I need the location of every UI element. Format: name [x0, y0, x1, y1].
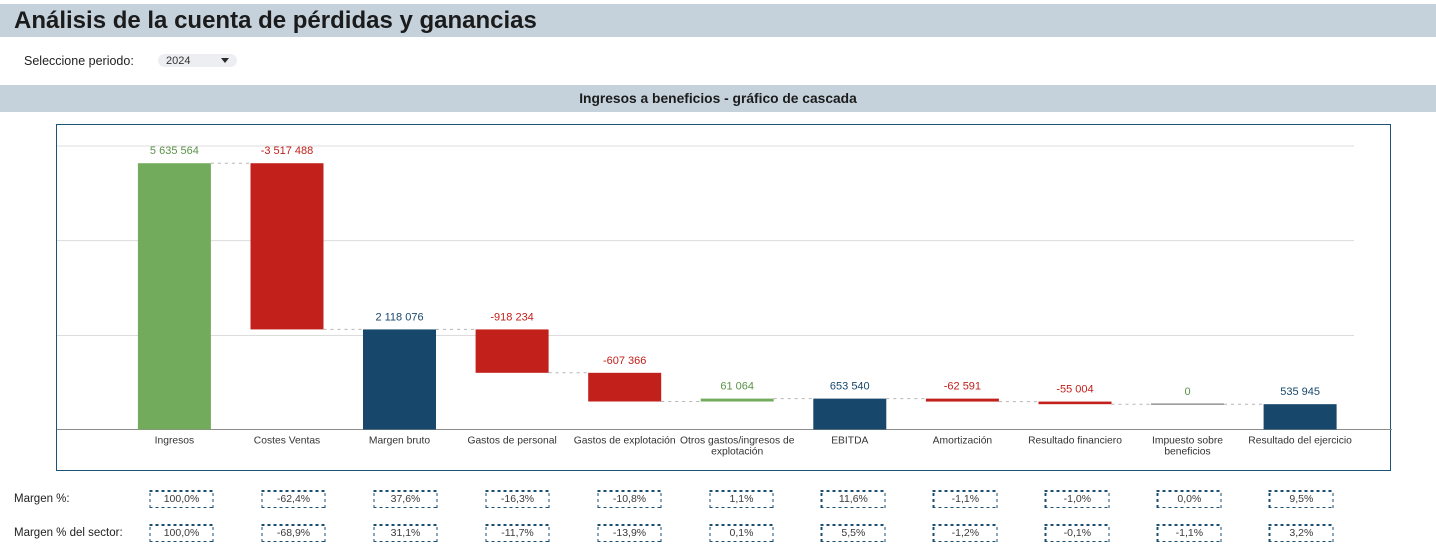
svg-text:Impuesto sobre: Impuesto sobre: [1152, 436, 1223, 447]
svg-text:Gastos de personal: Gastos de personal: [467, 436, 556, 447]
svg-text:explotación: explotación: [711, 447, 763, 458]
svg-text:-918 234: -918 234: [490, 311, 533, 323]
svg-text:-62 591: -62 591: [944, 381, 981, 393]
svg-text:61 064: 61 064: [720, 381, 754, 393]
svg-text:653 540: 653 540: [830, 381, 870, 393]
svg-text:beneficios: beneficios: [1164, 447, 1210, 458]
svg-text:Ingresos: Ingresos: [155, 436, 195, 447]
svg-text:Otros gastos/ingresos de: Otros gastos/ingresos de: [680, 436, 795, 447]
svg-text:-55 004: -55 004: [1056, 384, 1093, 396]
svg-text:0: 0: [1184, 386, 1190, 398]
svg-text:Resultado financiero: Resultado financiero: [1028, 436, 1122, 447]
svg-text:Margen bruto: Margen bruto: [369, 436, 431, 447]
svg-text:Resultado del ejercicio: Resultado del ejercicio: [1248, 436, 1352, 447]
svg-text:Gastos de explotación: Gastos de explotación: [574, 436, 676, 447]
svg-text:2 118 076: 2 118 076: [375, 311, 423, 323]
svg-text:-3 517 488: -3 517 488: [261, 145, 314, 157]
svg-text:535 945: 535 945: [1280, 386, 1320, 398]
svg-text:EBITDA: EBITDA: [831, 436, 868, 447]
svg-text:Amortización: Amortización: [933, 436, 993, 447]
svg-text:Costes Ventas: Costes Ventas: [254, 436, 320, 447]
svg-text:5 635 564: 5 635 564: [150, 145, 199, 157]
svg-text:-607 366: -607 366: [603, 355, 646, 367]
